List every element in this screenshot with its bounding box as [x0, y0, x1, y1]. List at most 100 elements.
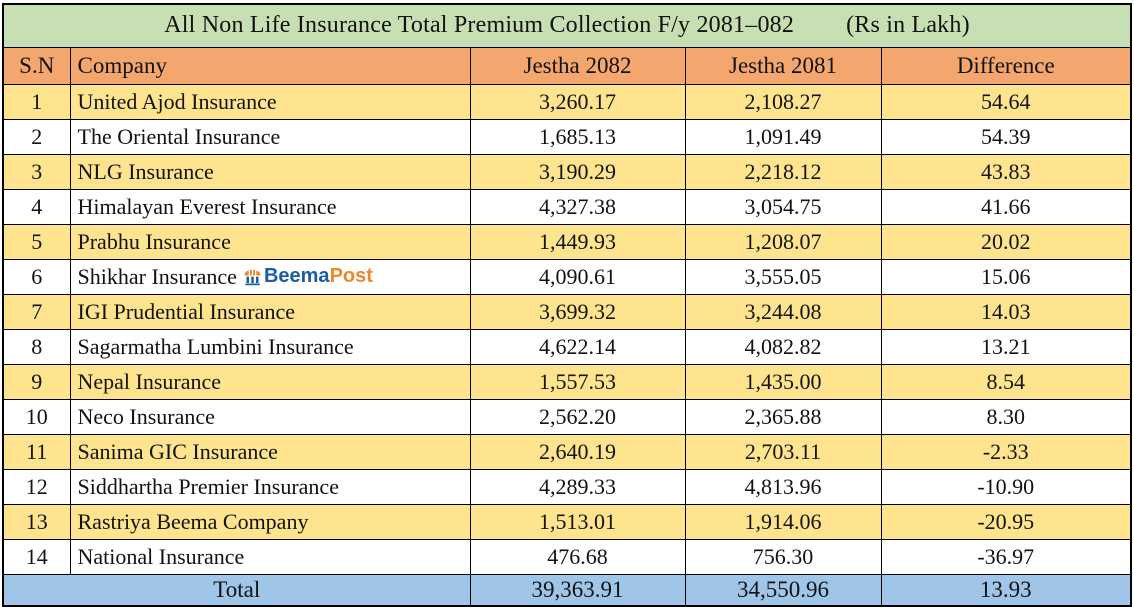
sn-cell: 8: [2, 328, 71, 365]
difference-cell: -2.33: [880, 433, 1132, 470]
table-row: 9 Nepal Insurance 1,557.53 1,435.00 8.54: [2, 363, 1132, 400]
sn-cell: 11: [2, 433, 71, 470]
jestha-2081-cell: 1,435.00: [684, 363, 882, 400]
jestha-2082-cell: 4,327.38: [469, 188, 686, 225]
company-cell: Himalayan Everest Insurance: [69, 188, 471, 225]
company-cell: Neco Insurance: [69, 398, 471, 435]
company-cell: National Insurance: [69, 538, 471, 575]
company-cell: Sagarmatha Lumbini Insurance: [69, 328, 471, 365]
difference-cell: 54.39: [880, 118, 1132, 155]
company-cell: Rastriya Beema Company: [69, 503, 471, 540]
company-name: Shikhar Insurance: [77, 263, 237, 289]
difference-cell: 14.03: [880, 293, 1132, 330]
sn-cell: 13: [2, 503, 71, 540]
beema-logo-text: Beema: [263, 264, 330, 287]
column-header-company: Company: [69, 46, 471, 85]
difference-cell: -20.95: [880, 503, 1132, 540]
total-jestha-2081-cell: 34,550.96: [684, 573, 882, 607]
company-cell: NLG Insurance: [69, 153, 471, 190]
table-row: 2 The Oriental Insurance 1,685.13 1,091.…: [2, 118, 1132, 155]
table-row: 6 Shikhar Insurance Beema Post 4,090.61 3,…: [2, 258, 1132, 295]
difference-cell: 43.83: [880, 153, 1132, 190]
jestha-2082-cell: 4,289.33: [469, 468, 686, 505]
jestha-2081-cell: 4,082.82: [684, 328, 882, 365]
column-header-jestha-2081: Jestha 2081: [684, 46, 882, 85]
jestha-2081-cell: 2,218.12: [684, 153, 882, 190]
jestha-2081-cell: 2,703.11: [684, 433, 882, 470]
sn-cell: 1: [2, 83, 71, 120]
sn-cell: 9: [2, 363, 71, 400]
jestha-2081-cell: 3,555.05: [684, 258, 882, 295]
table-row: 3 NLG Insurance 3,190.29 2,218.12 43.83: [2, 153, 1132, 190]
company-cell: Shikhar Insurance Beema Post: [69, 258, 471, 295]
column-header-sn: S.N: [2, 46, 71, 85]
jestha-2081-cell: 756.30: [684, 538, 882, 575]
table-row: 5 Prabhu Insurance 1,449.93 1,208.07 20.…: [2, 223, 1132, 260]
beemapost-logo: Beema Post: [243, 265, 373, 288]
table-title-row: All Non Life Insurance Total Premium Col…: [2, 3, 1132, 48]
jestha-2081-cell: 2,365.88: [684, 398, 882, 435]
total-row: Total 39,363.91 34,550.96 13.93: [2, 573, 1132, 607]
post-logo-text: Post: [329, 264, 373, 287]
column-header-jestha-2082: Jestha 2082: [469, 46, 686, 85]
table-row: 1 United Ajod Insurance 3,260.17 2,108.2…: [2, 83, 1132, 120]
sn-cell: 6: [2, 258, 71, 295]
jestha-2081-cell: 4,813.96: [684, 468, 882, 505]
table-row: 8 Sagarmatha Lumbini Insurance 4,622.14 …: [2, 328, 1132, 365]
jestha-2082-cell: 3,190.29: [469, 153, 686, 190]
table-title-cell: All Non Life Insurance Total Premium Col…: [2, 3, 1132, 48]
sn-cell: 14: [2, 538, 71, 575]
sn-cell: 10: [2, 398, 71, 435]
jestha-2082-cell: 3,260.17: [469, 83, 686, 120]
unit-label: (Rs in Lakh): [846, 12, 970, 39]
total-difference-cell: 13.93: [880, 573, 1132, 607]
table-row: 13 Rastriya Beema Company 1,513.01 1,914…: [2, 503, 1132, 540]
jestha-2082-cell: 2,640.19: [469, 433, 686, 470]
difference-cell: 8.30: [880, 398, 1132, 435]
jestha-2081-cell: 3,054.75: [684, 188, 882, 225]
spreadsheet-area: All Non Life Insurance Total Premium Col…: [2, 3, 1133, 607]
difference-cell: 15.06: [880, 258, 1132, 295]
jestha-2082-cell: 1,557.53: [469, 363, 686, 400]
difference-cell: -10.90: [880, 468, 1132, 505]
company-cell: Siddhartha Premier Insurance: [69, 468, 471, 505]
difference-cell: 13.21: [880, 328, 1132, 365]
company-cell: Nepal Insurance: [69, 363, 471, 400]
jestha-2082-cell: 1,513.01: [469, 503, 686, 540]
sn-cell: 7: [2, 293, 71, 330]
table-row: 4 Himalayan Everest Insurance 4,327.38 3…: [2, 188, 1132, 225]
company-cell: United Ajod Insurance: [69, 83, 471, 120]
jestha-2081-cell: 1,091.49: [684, 118, 882, 155]
company-cell: Sanima GIC Insurance: [69, 433, 471, 470]
difference-cell: 20.02: [880, 223, 1132, 260]
total-jestha-2082-cell: 39,363.91: [469, 573, 686, 607]
sn-cell: 5: [2, 223, 71, 260]
company-cell: The Oriental Insurance: [69, 118, 471, 155]
table-row: 7 IGI Prudential Insurance 3,699.32 3,24…: [2, 293, 1132, 330]
table-row: 11 Sanima GIC Insurance 2,640.19 2,703.1…: [2, 433, 1132, 470]
jestha-2081-cell: 1,914.06: [684, 503, 882, 540]
column-header-difference: Difference: [880, 46, 1132, 85]
jestha-2081-cell: 3,244.08: [684, 293, 882, 330]
jestha-2082-cell: 476.68: [469, 538, 686, 575]
company-cell: IGI Prudential Insurance: [69, 293, 471, 330]
company-cell: Prabhu Insurance: [69, 223, 471, 260]
table-row: 10 Neco Insurance 2,562.20 2,365.88 8.30: [2, 398, 1132, 435]
jestha-2082-cell: 2,562.20: [469, 398, 686, 435]
sn-cell: 4: [2, 188, 71, 225]
difference-cell: 41.66: [880, 188, 1132, 225]
table-row: 12 Siddhartha Premier Insurance 4,289.33…: [2, 468, 1132, 505]
jestha-2082-cell: 1,685.13: [469, 118, 686, 155]
difference-cell: -36.97: [880, 538, 1132, 575]
column-header-row: S.N Company Jestha 2082 Jestha 2081 Diff…: [2, 46, 1132, 85]
sn-cell: 12: [2, 468, 71, 505]
premium-collection-table: All Non Life Insurance Total Premium Col…: [2, 3, 1133, 607]
difference-cell: 8.54: [880, 363, 1132, 400]
sn-cell: 2: [2, 118, 71, 155]
beema-post-pavilion-icon: [244, 268, 261, 285]
jestha-2081-cell: 2,108.27: [684, 83, 882, 120]
jestha-2082-cell: 3,699.32: [469, 293, 686, 330]
jestha-2082-cell: 4,622.14: [469, 328, 686, 365]
table-row: 14 National Insurance 476.68 756.30 -36.…: [2, 538, 1132, 575]
jestha-2082-cell: 4,090.61: [469, 258, 686, 295]
